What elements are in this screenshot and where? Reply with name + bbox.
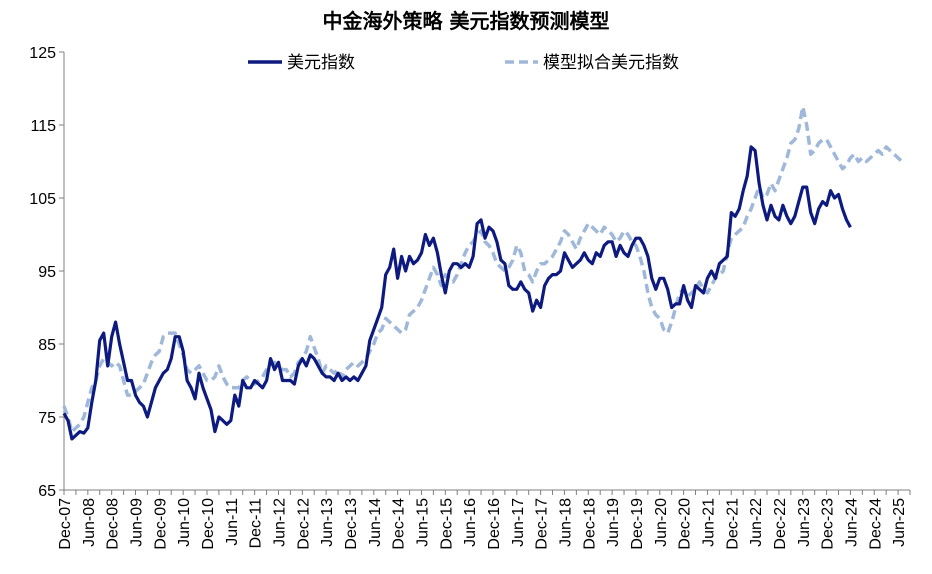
x-tick-label: Dec-09	[152, 498, 169, 550]
x-tick-label: Dec-17	[534, 498, 551, 550]
x-tick-label: Jun-09	[128, 498, 145, 547]
x-tick-label: Dec-15	[438, 498, 455, 550]
x-tick-label: Jun-16	[462, 498, 479, 547]
y-tick-label: 75	[38, 410, 56, 427]
x-tick-label: Jun-15	[414, 498, 431, 547]
series-lines	[62, 105, 904, 441]
y-tick-label: 125	[29, 45, 56, 62]
x-tick-label: Jun-11	[224, 498, 241, 546]
x-tick-label: Dec-11	[248, 498, 265, 548]
x-tick-label: Dec-18	[581, 498, 598, 550]
x-tick-label: Jun-18	[557, 498, 574, 547]
y-tick-label: 105	[29, 191, 56, 208]
x-tick-label: Dec-19	[629, 498, 646, 550]
x-tick-label: Dec-13	[343, 498, 360, 550]
x-tick-label: Dec-23	[820, 498, 837, 550]
y-axis-ticks: 65 75 85 95 105 115 125	[29, 45, 64, 500]
x-tick-label: Jun-17	[510, 498, 527, 547]
x-tick-label: Jun-13	[319, 498, 336, 547]
x-tick-label: Jun-23	[796, 498, 813, 547]
x-tick-label: Dec-12	[295, 498, 312, 550]
x-tick-label: Jun-14	[367, 498, 384, 547]
legend: 美元指数 模型拟合美元指数	[248, 53, 679, 73]
x-tick-label: Jun-25	[891, 498, 908, 547]
x-tick-label: Jun-24	[843, 498, 860, 547]
axes	[63, 52, 910, 491]
x-tick-label: Jun-08	[81, 498, 98, 547]
x-tick-label: Dec-10	[200, 498, 217, 550]
chart-title: 中金海外策略 美元指数预测模型	[323, 9, 610, 33]
x-axis-ticks: Dec-07 Jun-08 Dec-08 Jun-09 Dec-09 Jun-10 Dec-…	[57, 490, 911, 550]
x-tick-label: Dec-21	[724, 498, 741, 550]
y-tick-label: 65	[38, 483, 56, 500]
x-tick-label: Jun-19	[605, 498, 622, 547]
x-tick-label: Dec-22	[772, 498, 789, 550]
x-tick-label: Jun-21	[700, 498, 717, 547]
x-tick-label: Dec-08	[105, 498, 122, 550]
series-line-dxy	[62, 145, 852, 441]
y-tick-label: 85	[38, 337, 56, 354]
x-tick-label: Jun-12	[271, 498, 288, 547]
x-tick-label: Jun-10	[176, 498, 193, 547]
x-tick-label: Dec-14	[391, 498, 408, 550]
x-tick-label: Dec-07	[57, 498, 74, 550]
x-tick-label: Dec-20	[677, 498, 694, 550]
x-tick-label: Dec-16	[486, 498, 503, 550]
legend-label-dxy: 美元指数	[287, 53, 355, 73]
y-tick-label: 95	[38, 264, 56, 281]
x-tick-label: Dec-24	[867, 498, 884, 550]
x-tick-label: Jun-22	[748, 498, 765, 547]
x-tick-label: Jun-20	[653, 498, 670, 547]
legend-label-model: 模型拟合美元指数	[543, 53, 679, 73]
y-tick-label: 115	[30, 118, 56, 135]
